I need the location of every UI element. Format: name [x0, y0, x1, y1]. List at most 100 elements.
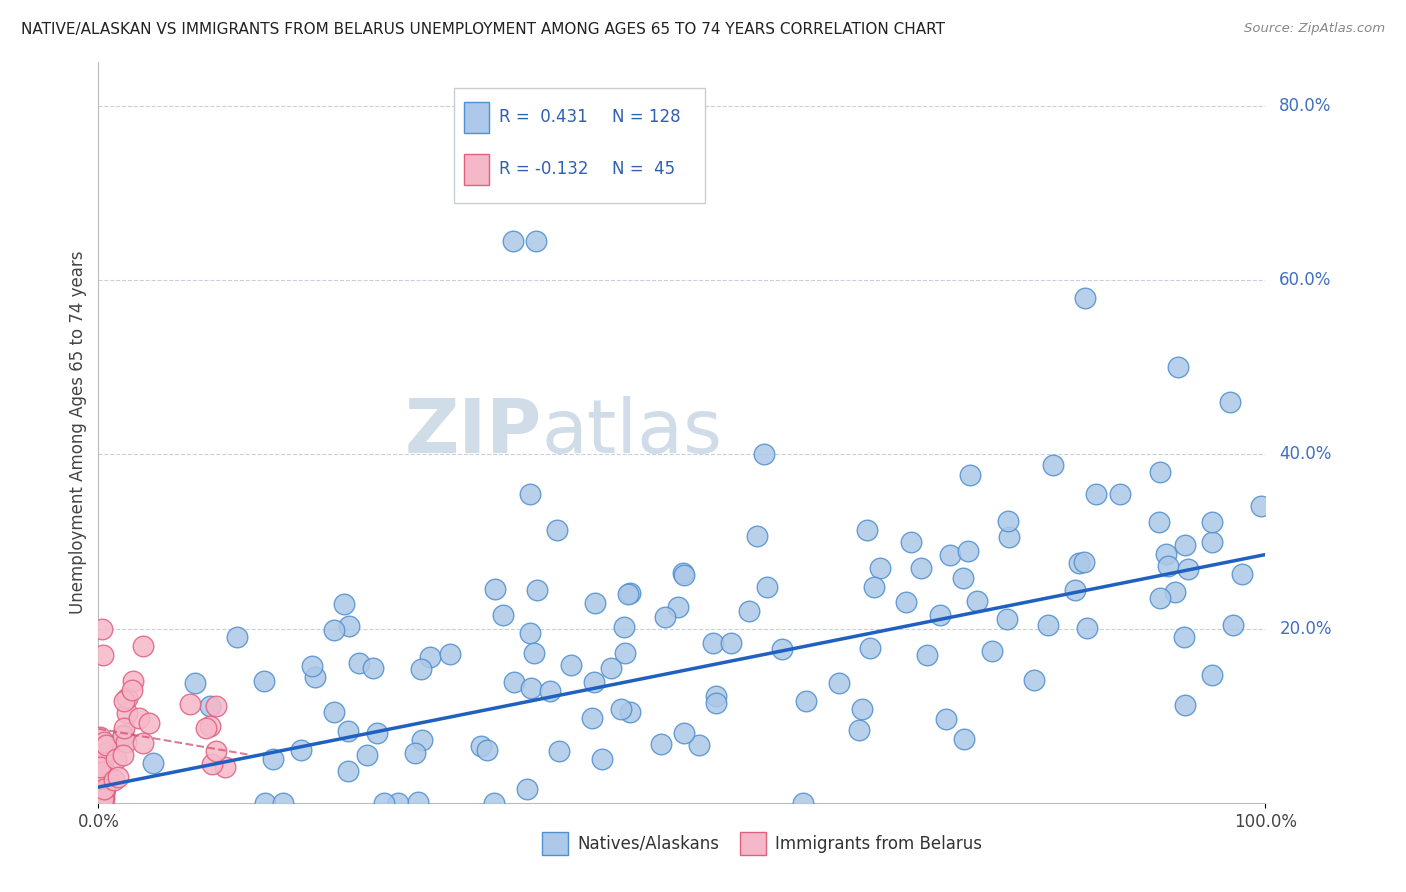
Point [1164, 584, 1187, 599]
Point [262, 752, 284, 766]
Point [613, 620, 636, 634]
Point [142, 756, 165, 770]
Point [290, 743, 312, 757]
Point [1067, 556, 1090, 570]
Point [304, 670, 326, 684]
Point [111, 728, 134, 742]
Text: N =  45: N = 45 [612, 160, 675, 178]
Point [1250, 500, 1272, 514]
Point [1022, 673, 1045, 687]
Point [745, 529, 768, 543]
Point [484, 582, 506, 596]
Point [828, 676, 851, 690]
Point [97, 771, 120, 785]
Point [770, 641, 793, 656]
Point [90, 622, 112, 636]
Point [128, 711, 150, 725]
Point [1230, 567, 1253, 582]
Point [738, 604, 761, 618]
Point [179, 697, 201, 711]
Point [96, 738, 118, 752]
Point [93, 792, 115, 806]
Point [859, 640, 882, 655]
Point [200, 719, 222, 733]
Point [301, 659, 323, 673]
Point [366, 726, 388, 740]
Point [214, 760, 236, 774]
Point [524, 234, 547, 248]
Point [492, 607, 515, 622]
Point [93, 735, 115, 749]
Point [132, 639, 155, 653]
Point [373, 796, 395, 810]
Point [114, 735, 136, 749]
Point [112, 693, 135, 707]
Point [672, 568, 695, 582]
Point [756, 580, 779, 594]
Text: atlas: atlas [541, 396, 723, 469]
Point [111, 748, 134, 763]
Point [96, 766, 118, 780]
Point [910, 560, 932, 574]
Point [704, 689, 727, 703]
Point [470, 739, 492, 754]
Bar [464, 102, 489, 133]
Text: 60.0%: 60.0% [1279, 271, 1331, 289]
Point [336, 724, 359, 739]
Point [253, 674, 276, 689]
Point [1156, 547, 1178, 561]
Point [617, 587, 640, 601]
Point [720, 636, 742, 650]
Point [957, 543, 980, 558]
Point [1085, 486, 1108, 500]
FancyBboxPatch shape [454, 88, 706, 203]
Point [90, 788, 112, 802]
Point [200, 757, 222, 772]
Point [91, 648, 114, 662]
Text: N = 128: N = 128 [612, 108, 681, 127]
Point [1108, 486, 1130, 500]
Point [997, 530, 1019, 544]
Point [1201, 535, 1223, 549]
Point [90, 757, 112, 772]
Point [848, 723, 870, 737]
Point [411, 733, 433, 747]
Point [1073, 555, 1095, 569]
Point [205, 698, 228, 713]
Point [952, 571, 974, 585]
Bar [541, 832, 568, 855]
Point [855, 524, 877, 538]
Point [610, 701, 633, 715]
Point [1174, 539, 1197, 553]
Point [613, 646, 636, 660]
Point [548, 744, 571, 758]
Point [917, 648, 939, 663]
Point [475, 743, 498, 757]
Point [111, 730, 134, 744]
Point [121, 673, 143, 688]
Point [1036, 617, 1059, 632]
Point [520, 681, 543, 696]
Point [752, 447, 775, 461]
Point [583, 596, 606, 610]
Y-axis label: Unemployment Among Ages 65 to 74 years: Unemployment Among Ages 65 to 74 years [69, 251, 87, 615]
Point [91, 791, 114, 805]
Point [96, 738, 118, 752]
Point [702, 636, 724, 650]
Point [939, 548, 962, 562]
Point [1073, 291, 1095, 305]
Point [93, 787, 115, 801]
Text: Natives/Alaskans: Natives/Alaskans [576, 835, 718, 853]
Point [581, 711, 603, 725]
Point [792, 796, 814, 810]
Point [650, 737, 672, 751]
Point [323, 706, 346, 720]
Point [419, 650, 441, 665]
Point [526, 583, 548, 598]
Point [900, 535, 922, 549]
Point [1063, 583, 1085, 598]
Point [1167, 360, 1189, 375]
Point [704, 696, 727, 710]
Point [502, 234, 524, 248]
Point [654, 610, 676, 624]
